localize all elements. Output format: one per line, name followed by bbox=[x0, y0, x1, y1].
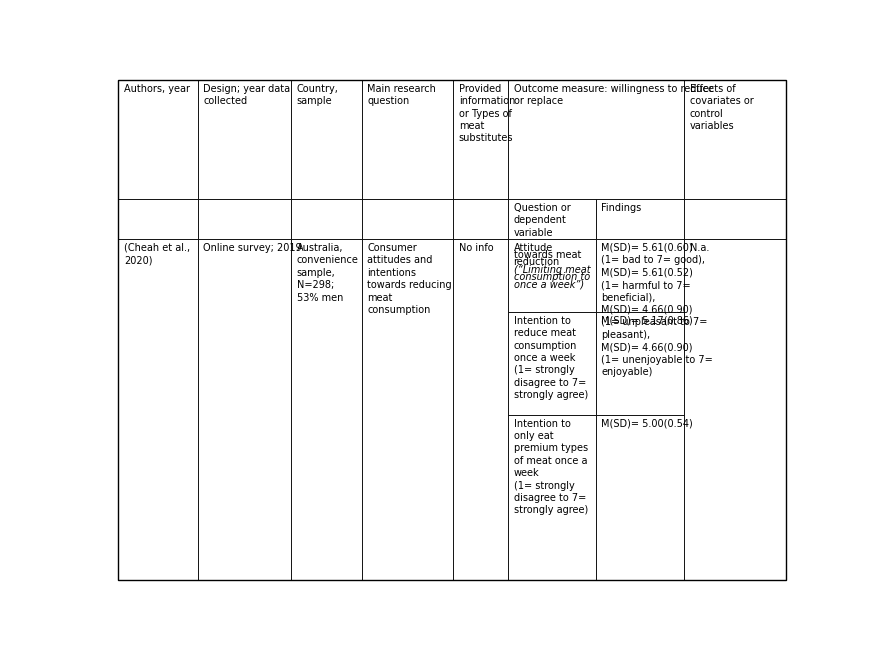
Bar bbox=[362, 199, 453, 239]
Bar bbox=[453, 199, 508, 239]
Bar bbox=[595, 415, 684, 580]
Bar bbox=[684, 199, 786, 239]
Text: No info: No info bbox=[459, 243, 494, 253]
Bar bbox=[198, 199, 291, 239]
Bar bbox=[684, 239, 786, 580]
Bar bbox=[198, 80, 291, 199]
Bar bbox=[118, 80, 198, 199]
Bar bbox=[508, 415, 595, 580]
Text: Consumer
attitudes and
intentions
towards reducing
meat
consumption: Consumer attitudes and intentions toward… bbox=[367, 243, 452, 315]
Bar bbox=[684, 80, 786, 199]
Text: towards meat: towards meat bbox=[513, 250, 581, 260]
Bar bbox=[453, 239, 508, 580]
Text: Intention to
only eat
premium types
of meat once a
week
(1= strongly
disagree to: Intention to only eat premium types of m… bbox=[513, 419, 587, 516]
Bar bbox=[508, 80, 684, 199]
Bar bbox=[508, 199, 595, 239]
Text: (Cheah et al.,
2020): (Cheah et al., 2020) bbox=[123, 243, 190, 265]
Text: Findings: Findings bbox=[601, 203, 641, 213]
Bar bbox=[362, 239, 453, 580]
Bar bbox=[291, 239, 362, 580]
Text: Question or
dependent
variable: Question or dependent variable bbox=[513, 203, 571, 237]
Text: N.a.: N.a. bbox=[690, 243, 709, 253]
Text: Effects of
covariates or
control
variables: Effects of covariates or control variabl… bbox=[690, 83, 753, 131]
Text: consumption to: consumption to bbox=[513, 272, 590, 282]
Bar bbox=[508, 312, 595, 415]
Text: Main research
question: Main research question bbox=[367, 83, 436, 106]
Text: M(SD)= 5.00(0.54): M(SD)= 5.00(0.54) bbox=[601, 419, 692, 428]
Text: M(SD)= 5.61(0.60)
(1= bad to 7= good),
M(SD)= 5.61(0.52)
(1= harmful to 7=
benef: M(SD)= 5.61(0.60) (1= bad to 7= good), M… bbox=[601, 243, 713, 377]
Bar bbox=[291, 80, 362, 199]
Bar bbox=[362, 80, 453, 199]
Text: reduction: reduction bbox=[513, 258, 560, 267]
Text: Outcome measure: willingness to reduce
or replace: Outcome measure: willingness to reduce o… bbox=[513, 83, 714, 106]
Text: M(SD)= 5.17(0.86): M(SD)= 5.17(0.86) bbox=[601, 316, 692, 326]
Bar bbox=[291, 199, 362, 239]
Bar bbox=[118, 239, 198, 580]
Text: Australia,
convenience
sample,
N=298;
53% men: Australia, convenience sample, N=298; 53… bbox=[297, 243, 359, 303]
Bar bbox=[118, 199, 198, 239]
Bar bbox=[508, 239, 595, 312]
Bar bbox=[595, 239, 684, 312]
Bar bbox=[453, 80, 508, 199]
Text: Authors, year: Authors, year bbox=[123, 83, 190, 94]
Text: once a week”): once a week”) bbox=[513, 279, 584, 289]
Text: Design; year data
collected: Design; year data collected bbox=[203, 83, 290, 106]
Text: Country,
sample: Country, sample bbox=[297, 83, 339, 106]
Bar bbox=[595, 312, 684, 415]
Text: Attitude: Attitude bbox=[513, 243, 553, 253]
Text: (“Limiting meat: (“Limiting meat bbox=[513, 265, 590, 274]
Text: Provided
information
or Types of
meat
substitutes: Provided information or Types of meat su… bbox=[459, 83, 515, 143]
Bar bbox=[595, 199, 684, 239]
Text: Online survey; 2019: Online survey; 2019 bbox=[203, 243, 302, 253]
Bar bbox=[198, 239, 291, 580]
Text: Intention to
reduce meat
consumption
once a week
(1= strongly
disagree to 7=
str: Intention to reduce meat consumption onc… bbox=[513, 316, 587, 400]
